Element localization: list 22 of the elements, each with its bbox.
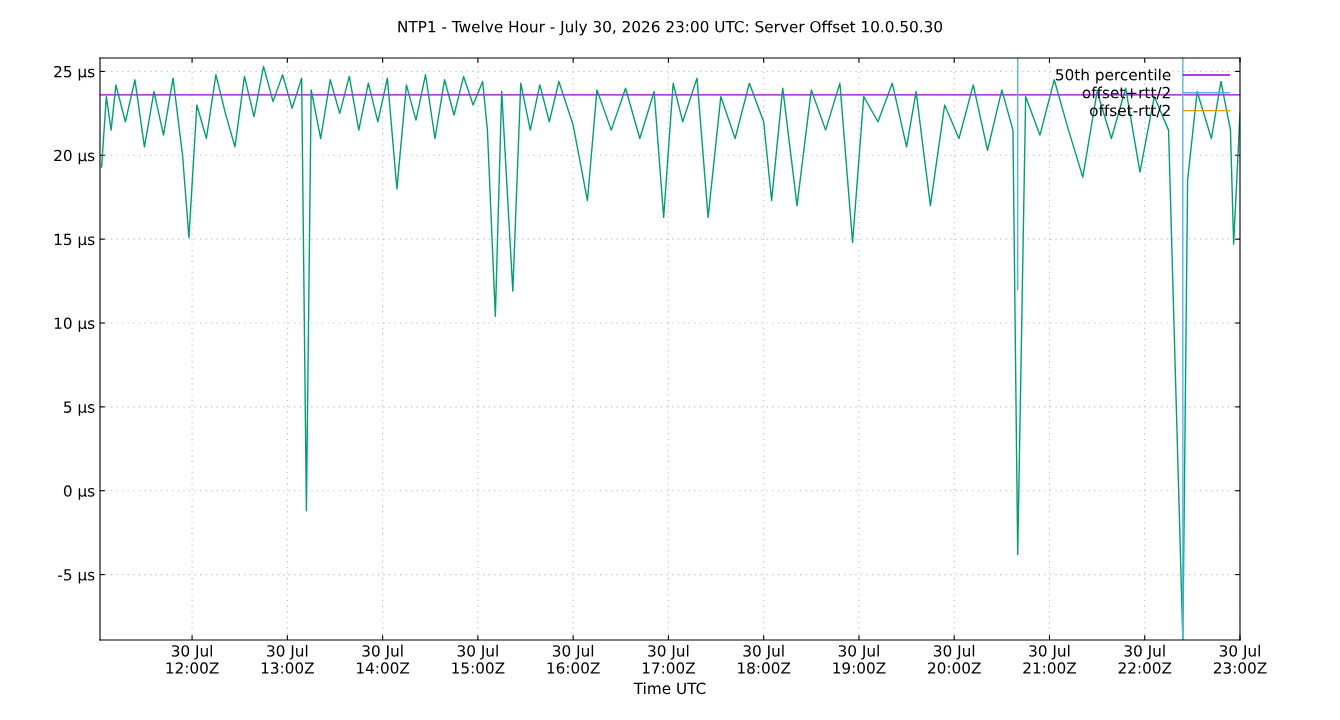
- x-tick-label: 30 Jul 17:00Z: [642, 644, 695, 674]
- y-tick-label: 20 µs: [54, 149, 95, 165]
- y-tick-label: 15 µs: [54, 233, 95, 249]
- x-axis-title: Time UTC: [633, 682, 706, 695]
- x-tick-label: 30 Jul 21:00Z: [1023, 644, 1077, 674]
- legend-label: 50th percentile: [1056, 68, 1171, 84]
- x-tick-label: 30 Jul 18:00Z: [738, 644, 791, 674]
- y-tick-label: 0 µs: [63, 485, 95, 500]
- x-tick-label: 30 Jul 14:00Z: [357, 644, 410, 674]
- x-tick-label: 30 Jul 22:00Z: [1118, 644, 1172, 674]
- x-tick-label: 30 Jul 20:00Z: [928, 644, 981, 674]
- y-tick-label: 10 µs: [54, 317, 95, 332]
- x-tick-label: 30 Jul 12:00Z: [166, 644, 219, 674]
- y-tick-label: 25 µs: [54, 65, 95, 81]
- x-tick-label: 30 Jul 13:00Z: [261, 644, 314, 674]
- x-tick-label: 30 Jul 16:00Z: [547, 644, 600, 674]
- x-tick-label: 30 Jul 23:00Z: [1213, 644, 1267, 674]
- x-tick-label: 30 Jul 15:00Z: [452, 644, 505, 674]
- x-tick-label: 30 Jul 19:00Z: [833, 644, 886, 674]
- y-tick-label: 5 µs: [64, 401, 95, 416]
- y-tick-label: -5 µs: [58, 569, 95, 584]
- chart-title: NTP1 - Twelve Hour - July 30, 2026 23:00 UTC: Server Offset 10.0.50.30: [398, 20, 943, 36]
